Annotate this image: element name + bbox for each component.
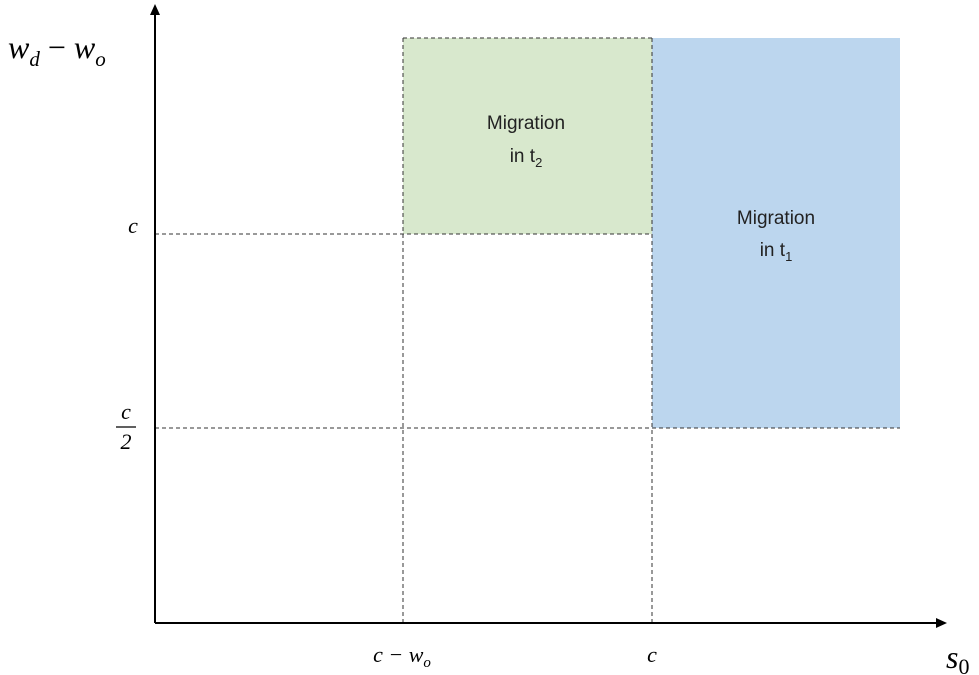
region-label: in t2 bbox=[510, 146, 543, 170]
region-t2 bbox=[403, 38, 652, 234]
region-label: Migration bbox=[487, 113, 565, 134]
y-tick-label: c bbox=[128, 213, 138, 238]
region-label: Migration bbox=[737, 208, 815, 229]
y-axis-label: wd − wo bbox=[8, 29, 106, 71]
x-tick-label: c − wo bbox=[373, 642, 431, 671]
x-axis-label: s0 bbox=[946, 639, 969, 675]
region-label: in t1 bbox=[760, 240, 793, 264]
x-tick-label: c bbox=[647, 642, 657, 667]
x-axis-arrow bbox=[936, 618, 947, 628]
y-axis-arrow bbox=[150, 4, 160, 15]
region-t1 bbox=[652, 38, 900, 428]
y-tick-denominator: 2 bbox=[121, 429, 132, 454]
y-tick-numerator: c bbox=[121, 399, 131, 424]
